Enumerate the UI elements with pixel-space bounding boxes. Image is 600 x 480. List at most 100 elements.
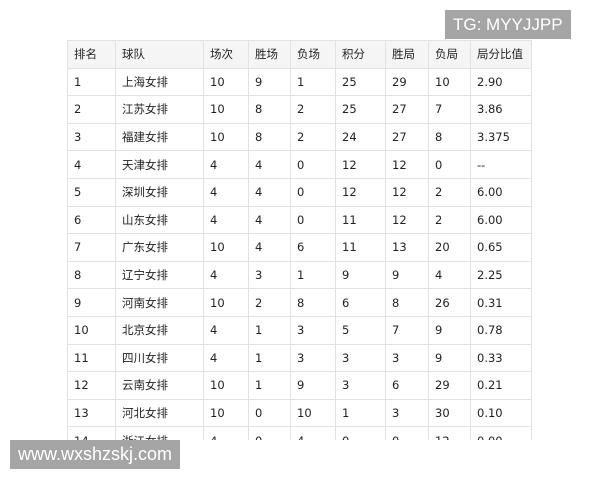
table-cell: 8 [248, 95, 291, 124]
table-cell: 12 [428, 426, 471, 440]
table-cell: 4 [248, 150, 291, 179]
table-row: 5 深圳女排 4 4 0 12 12 2 6.00 [67, 177, 532, 207]
table-cell: 3.375 [470, 122, 532, 152]
table-cell: 8 [67, 260, 116, 290]
table-cell: 8 [385, 288, 429, 317]
table-cell: 4 [203, 150, 249, 179]
table-row: 1 上海女排 10 9 1 25 29 10 2.90 [67, 67, 532, 97]
table-cell: 11 [67, 343, 116, 373]
table-cell: 0.78 [470, 315, 532, 345]
table-cell: 10 [67, 315, 116, 345]
table-cell: 北京女排 [115, 315, 204, 345]
table-cell: 6 [335, 288, 386, 317]
table-cell: 4 [203, 205, 249, 235]
table-cell: 30 [428, 398, 471, 428]
table-cell: 27 [385, 95, 429, 124]
table-cell: 4 [290, 426, 336, 440]
table-cell: 4 [203, 260, 249, 290]
table-cell: 5 [335, 315, 386, 345]
table-cell: 24 [335, 122, 386, 152]
table-cell: 上海女排 [115, 67, 204, 97]
table-row: 8 辽宁女排 4 3 1 9 9 4 2.25 [67, 260, 532, 290]
table-cell: 9 [428, 315, 471, 345]
table-cell: 6 [67, 205, 116, 235]
table-cell: 3 [248, 260, 291, 290]
table-cell: 0.31 [470, 288, 532, 317]
table-cell: 9 [385, 260, 429, 290]
table-row: 7 广东女排 10 4 6 11 13 20 0.65 [67, 233, 532, 262]
table-cell: 9 [67, 288, 116, 317]
table-row: 2 江苏女排 10 8 2 25 27 7 3.86 [67, 95, 532, 124]
table-cell: 10 [203, 95, 249, 124]
column-header: 局分比值 [470, 40, 532, 69]
table-cell: 10 [203, 233, 249, 262]
table-cell: 0 [428, 150, 471, 179]
table-row: 11 四川女排 4 1 3 3 3 9 0.33 [67, 343, 532, 373]
table-cell: 6 [385, 371, 429, 400]
table-cell: 辽宁女排 [115, 260, 204, 290]
table-cell: 10 [203, 371, 249, 400]
table-cell: 0.65 [470, 233, 532, 262]
table-row: 14浙江女排40400120.00 [67, 426, 532, 440]
table-cell: 11 [335, 233, 386, 262]
table-cell: 6.00 [470, 205, 532, 235]
table-cell: 0 [248, 398, 291, 428]
table-cell: 云南女排 [115, 371, 204, 400]
table-cell: 0.10 [470, 398, 532, 428]
table-cell: 11 [335, 205, 386, 235]
table-cell: 25 [335, 95, 386, 124]
table-cell: 0 [290, 150, 336, 179]
column-header: 胜场 [248, 40, 291, 69]
table-cell: 2 [290, 95, 336, 124]
table-cell: 1 [248, 315, 291, 345]
table-cell: 10 [203, 67, 249, 97]
table-cell: 1 [335, 398, 386, 428]
column-header: 负场 [290, 40, 336, 69]
table-cell: 0.21 [470, 371, 532, 400]
table-cell: 8 [428, 122, 471, 152]
table-cell: 4 [203, 315, 249, 345]
table-cell: 7 [428, 95, 471, 124]
table-row: 4 天津女排 4 4 0 12 12 0 -- [67, 150, 532, 179]
table-cell: 0 [290, 177, 336, 207]
table-cell: 10 [203, 122, 249, 152]
table-cell: 4 [248, 233, 291, 262]
table-cell: 深圳女排 [115, 177, 204, 207]
table-cell: 福建女排 [115, 122, 204, 152]
table-cell: 2 [428, 205, 471, 235]
column-header: 球队 [115, 40, 204, 69]
header-row: 排名 球队 场次 胜场 负场 积分 胜局 负局 局分比值 [67, 40, 532, 69]
table-cell: 1 [67, 67, 116, 97]
table-cell: 12 [67, 371, 116, 400]
table-cell: 14 [67, 426, 116, 440]
table-cell: -- [470, 150, 532, 179]
table-cell: 25 [335, 67, 386, 97]
table-cell: 7 [385, 315, 429, 345]
table-cell: 山东女排 [115, 205, 204, 235]
table-cell: 9 [335, 260, 386, 290]
table-row: 6 山东女排 4 4 0 11 12 2 6.00 [67, 205, 532, 235]
table-cell: 1 [248, 343, 291, 373]
table-cell: 2.25 [470, 260, 532, 290]
table-cell: 4 [203, 343, 249, 373]
table-cell: 0.33 [470, 343, 532, 373]
table-row: 9 河南女排 10 2 8 6 8 26 0.31 [67, 288, 532, 317]
column-header: 负局 [428, 40, 471, 69]
table-cell: 4 [248, 177, 291, 207]
table-cell: 26 [428, 288, 471, 317]
table-cell: 3 [385, 398, 429, 428]
table-cell: 浙江女排 [115, 426, 204, 440]
table-cell: 3 [290, 343, 336, 373]
table-cell: 2.90 [470, 67, 532, 97]
table-cell: 天津女排 [115, 150, 204, 179]
table-cell: 29 [385, 67, 429, 97]
column-header: 胜局 [385, 40, 429, 69]
table-cell: 0 [290, 205, 336, 235]
table-cell: 29 [428, 371, 471, 400]
table-cell: 10 [203, 398, 249, 428]
table-cell: 3 [335, 343, 386, 373]
table-cell: 9 [428, 343, 471, 373]
table-cell: 12 [335, 177, 386, 207]
table-cell: 3 [335, 371, 386, 400]
table-cell: 13 [385, 233, 429, 262]
